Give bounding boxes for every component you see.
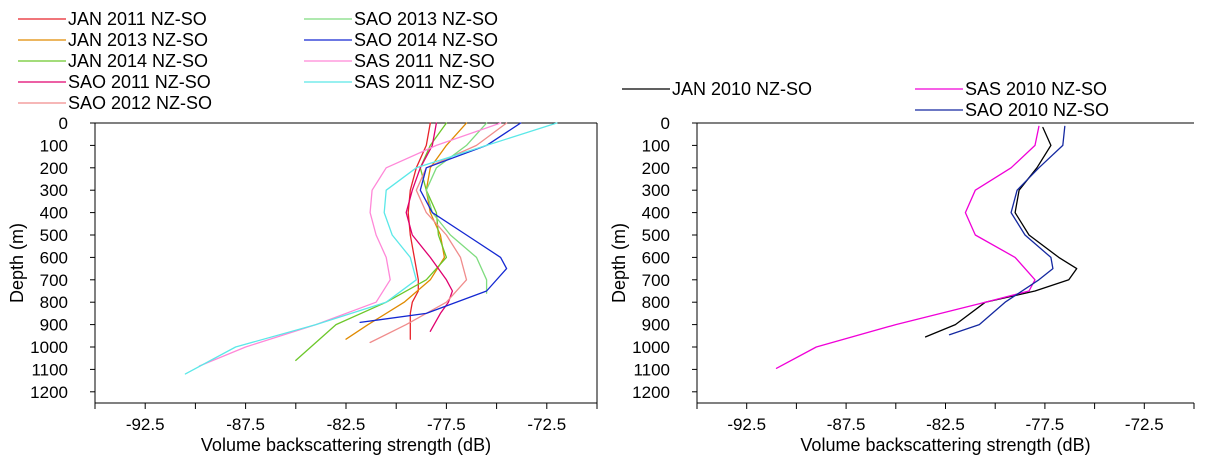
y-tick-label: 800 [40,293,68,312]
y-tick-label: 400 [642,204,670,223]
legend-label: JAN 2010 NZ-SO [672,79,812,99]
x-axis-title: Volume backscattering strength (dB) [800,435,1090,455]
chart-panel-1: -92.5 -87.5 -82.5 -77.5 -72.5 0 100 200 300 400 50… [7,9,598,455]
y-axis-title: Depth (m) [609,223,629,303]
y-tick-label: 900 [642,316,670,335]
x-tick-label: -82.5 [327,415,366,434]
series-line-2 [775,125,1040,369]
y-tick-label: 500 [40,226,68,245]
x-tick-label: -82.5 [926,415,965,434]
x-tick-label: -92.5 [126,415,165,434]
x-tick-label: -92.5 [727,415,766,434]
y-tick-label: 300 [40,181,68,200]
legend-label: SAS 2011 NZ-SO [354,72,495,92]
y-tick-label: 400 [40,204,68,223]
legend-label: JAN 2013 NZ-SO [68,30,208,50]
y-tick-label: 1100 [31,360,68,379]
x-tick-label: -72.5 [527,415,566,434]
series-line-8 [198,122,502,367]
y-tick-label: 1000 [632,338,670,357]
y-tick-label: 0 [59,114,68,133]
x-tick-label: -77.5 [427,415,466,434]
y-tick-label: 200 [642,159,670,178]
series-line-2 [345,122,468,340]
legend-label: SAO 2011 NZ-SO [68,72,211,92]
y-tick-label: 300 [642,181,670,200]
y-tick-label: 500 [642,226,670,245]
series-line-9 [184,122,558,375]
y-tick-label: 1200 [30,383,68,402]
legend-label: SAO 2010 NZ-SO [965,100,1109,120]
series-line-4 [405,122,454,332]
legend-label: SAO 2012 NZ-SO [68,93,212,113]
chart-panel-2: -92.5 -87.5 -82.5 -77.5 -72.5 0 100 200 300 400 50… [609,79,1195,455]
legend-label: SAS 2011 NZ-SO [354,51,495,71]
x-axis-title: Volume backscattering strength (dB) [201,435,491,455]
y-tick-label: 100 [642,136,670,155]
x-tick-label: -87.5 [827,415,866,434]
y-tick-label: 1200 [632,383,670,402]
y-tick-label: 600 [40,248,68,267]
x-tick-label: -77.5 [1026,415,1065,434]
x-tick-label: -87.5 [226,415,265,434]
y-axis-title: Depth (m) [7,223,27,303]
y-tick-label: 900 [40,316,68,335]
series-line-5 [369,122,508,344]
y-tick-label: 800 [642,293,670,312]
legend-label: SAS 2010 NZ-SO [965,79,1107,99]
y-tick-label: 100 [40,136,68,155]
y-tick-label: 700 [642,271,670,290]
legend-label: SAO 2013 NZ-SO [354,9,498,29]
y-tick-label: 0 [661,114,670,133]
legend-label: SAO 2014 NZ-SO [354,30,498,50]
series-line-3 [295,122,448,362]
legend-label: JAN 2014 NZ-SO [68,51,208,71]
x-tick-label: -72.5 [1125,415,1164,434]
series-line-7 [359,122,522,324]
y-tick-label: 600 [642,248,670,267]
legend-label: JAN 2011 NZ-SO [68,9,207,29]
y-tick-label: 200 [40,159,68,178]
y-tick-label: 1000 [30,338,68,357]
y-tick-label: 700 [40,271,68,290]
y-tick-label: 1100 [633,360,670,379]
series-line-3 [948,125,1066,336]
